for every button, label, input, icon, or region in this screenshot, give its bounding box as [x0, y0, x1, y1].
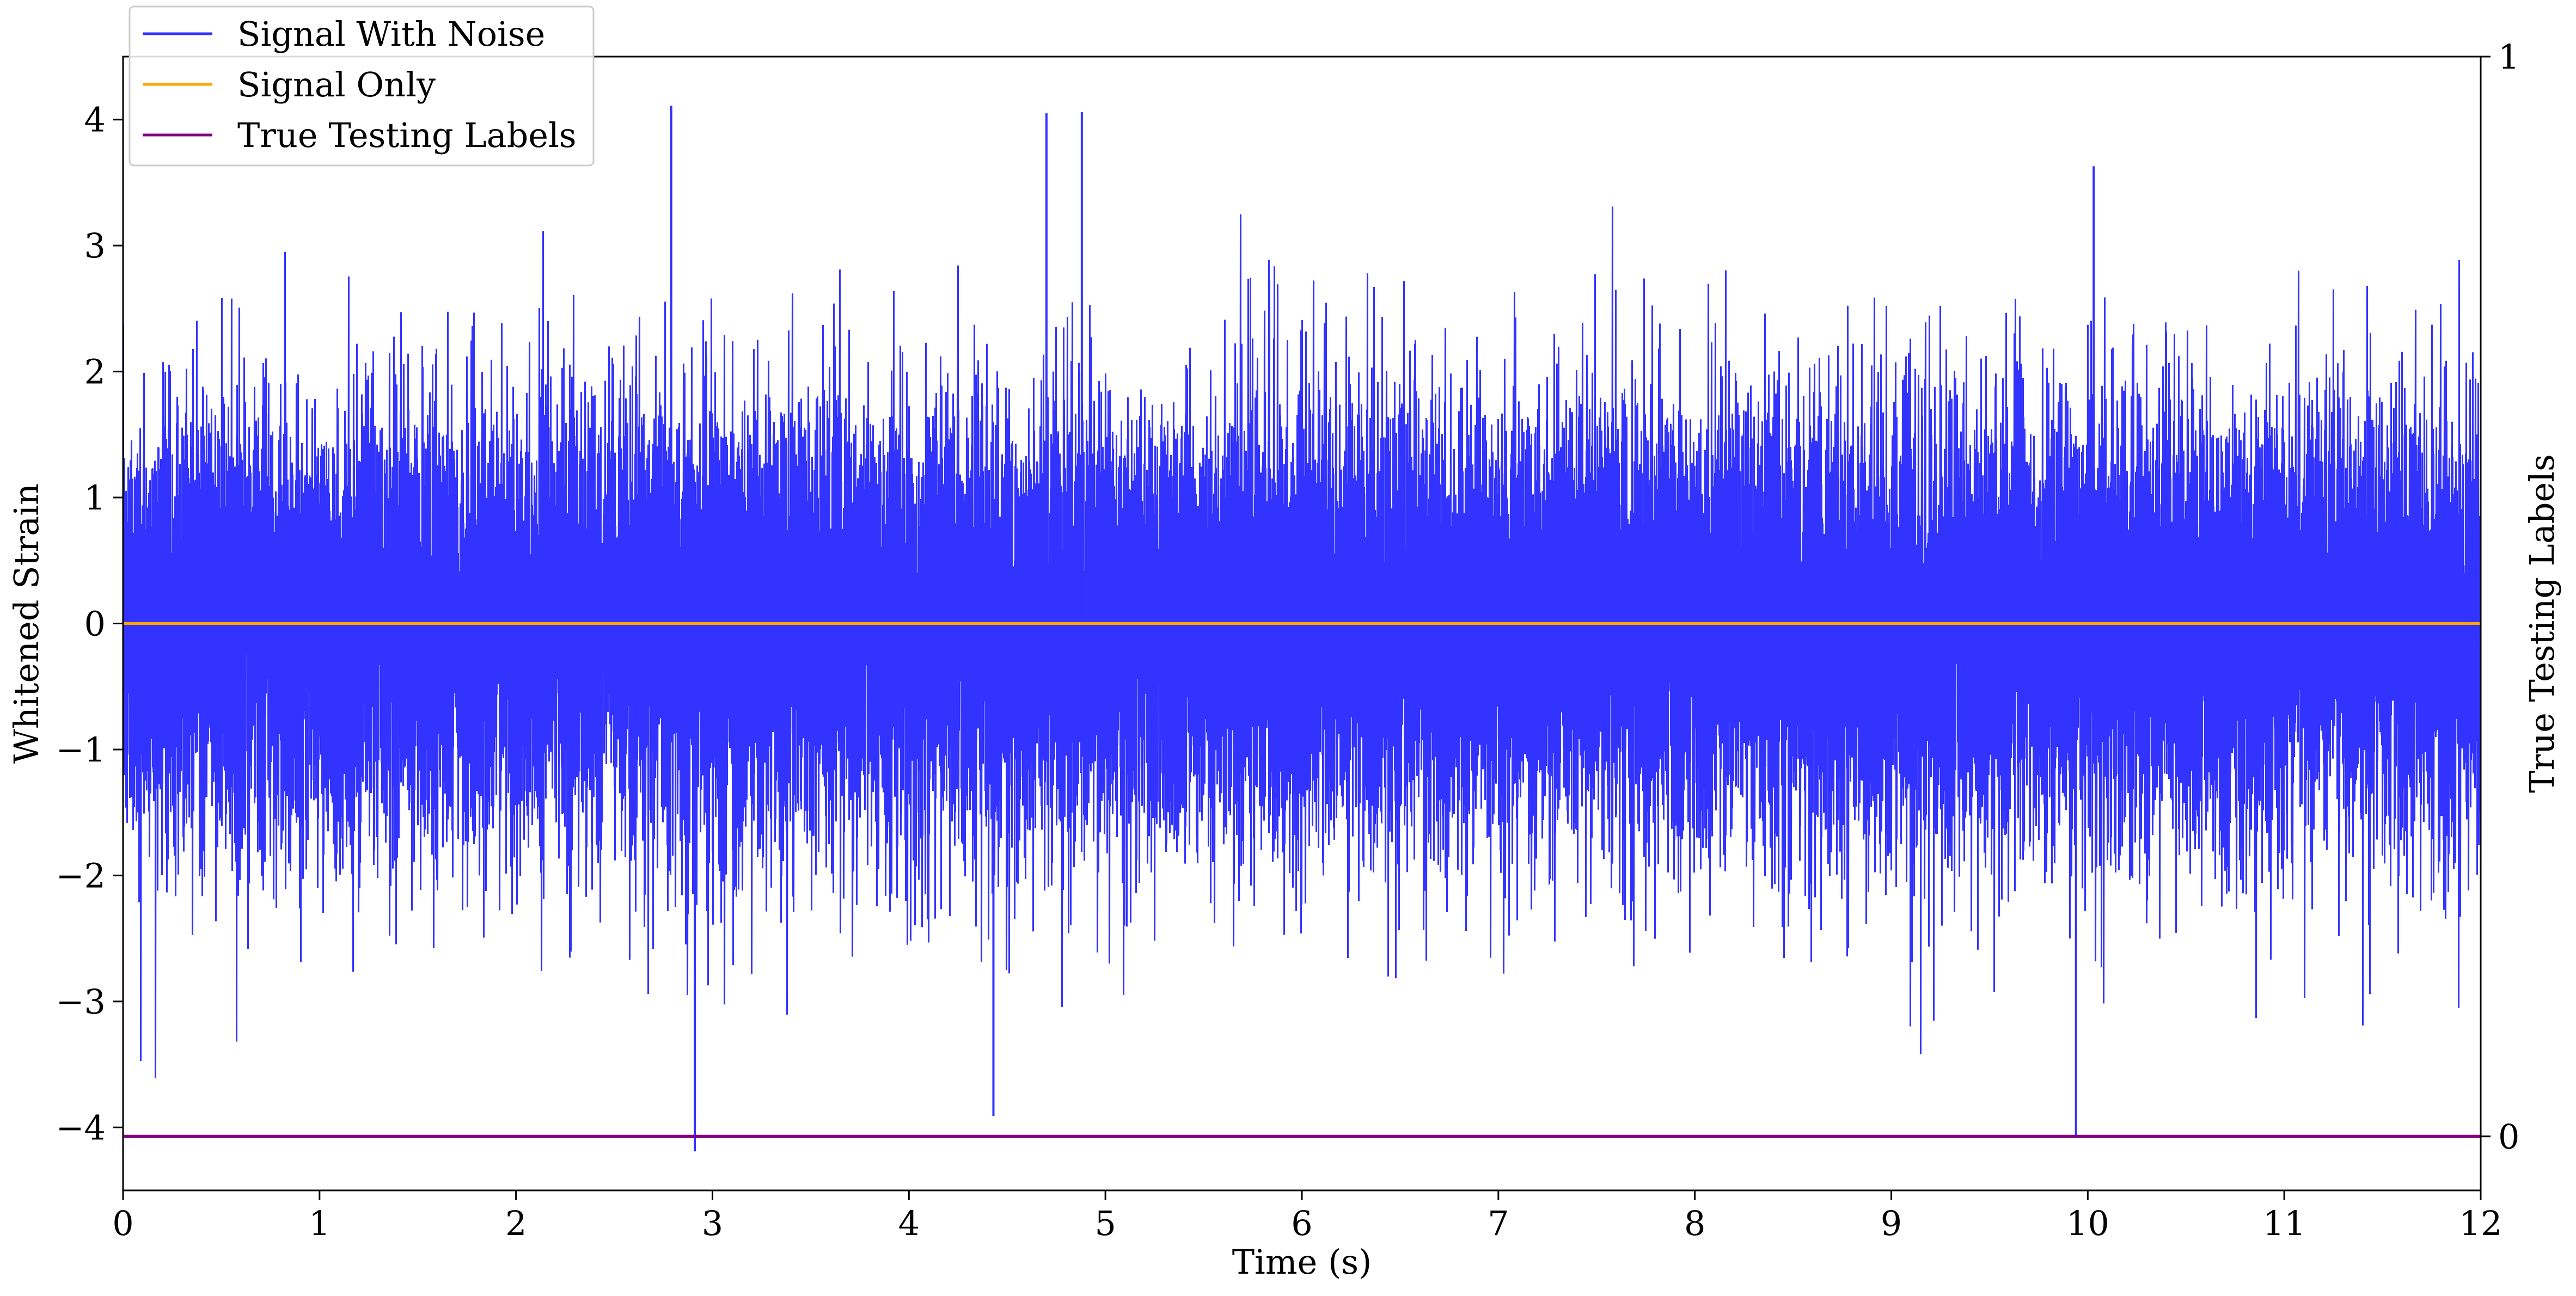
y-tick-label: −4: [56, 1108, 106, 1147]
legend-label-signal-only: Signal Only: [237, 65, 436, 105]
x-tick-label: 6: [1291, 1203, 1312, 1243]
y-right-axis-label: True Testing Labels: [2522, 454, 2562, 793]
x-tick-label: 7: [1488, 1203, 1509, 1243]
x-tick-label: 3: [702, 1203, 723, 1243]
y-tick-label: 4: [84, 100, 106, 140]
y-tick-label: 0: [84, 604, 106, 644]
x-tick-label: 4: [898, 1203, 920, 1243]
y-tick-label: 1: [84, 478, 106, 518]
y-tick-label: −2: [56, 856, 106, 895]
x-tick-label: 1: [309, 1203, 330, 1243]
y-axis-label: Whitened Strain: [7, 483, 46, 764]
legend-label-signal-with-noise: Signal With Noise: [237, 14, 545, 54]
x-tick-label: 10: [2066, 1203, 2109, 1243]
legend-label-true-testing-labels: True Testing Labels: [237, 115, 577, 155]
y-tick-label: −1: [56, 730, 106, 770]
x-tick-label: 2: [505, 1203, 527, 1243]
y-tick-label: −3: [56, 982, 106, 1022]
y-right-axis-ticks: 01: [2481, 37, 2519, 1157]
y-tick-label: 2: [84, 352, 106, 392]
legend: Signal With Noise Signal Only True Testi…: [129, 5, 595, 167]
x-tick-label: 11: [2263, 1203, 2306, 1243]
y-right-tick-label: 1: [2498, 37, 2519, 77]
y-tick-label: 3: [84, 226, 106, 266]
y-right-tick-label: 0: [2498, 1117, 2519, 1157]
x-tick-label: 0: [112, 1203, 133, 1243]
x-tick-label: 8: [1684, 1203, 1705, 1243]
y-axis-ticks: −4 −3 −2 −1 0 1 2 3 4: [56, 100, 123, 1147]
x-tick-label: 9: [1881, 1203, 1902, 1243]
x-tick-label: 12: [2459, 1203, 2502, 1243]
x-axis-label: Time (s): [1232, 1242, 1372, 1282]
plot-area: [123, 106, 2481, 1152]
legend-box: [129, 5, 595, 167]
series-signal-with-noise: [123, 206, 2481, 1078]
x-axis-ticks: 0 1 2 3 4 5 6 7 8 9 10 11 12: [112, 1190, 2502, 1243]
x-tick-label: 5: [1094, 1203, 1116, 1243]
